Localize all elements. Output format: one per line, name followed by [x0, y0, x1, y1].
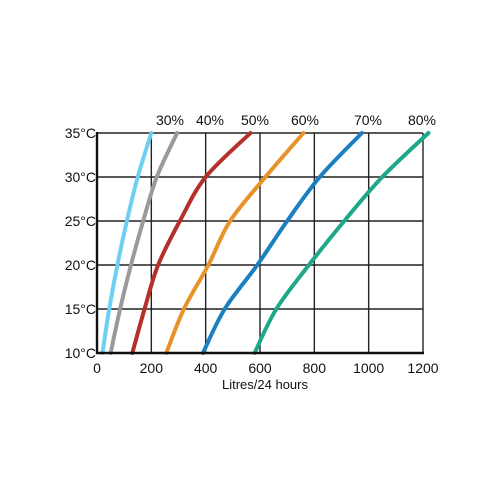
x-tick-label-2: 400 — [194, 360, 218, 376]
series-label-0: 30% — [156, 112, 184, 128]
grid — [96, 132, 424, 354]
series-line-0 — [100, 131, 154, 355]
series-label-3: 60% — [291, 112, 319, 128]
y-tick-labels: 10°C 15°C 20°C 25°C 30°C 35°C — [65, 125, 96, 361]
series-lines — [100, 131, 431, 355]
y-tick-label-3: 25°C — [65, 213, 96, 229]
y-tick-label-0: 10°C — [65, 345, 96, 361]
y-tick-label-2: 20°C — [65, 257, 96, 273]
x-tick-label-0: 0 — [93, 360, 101, 376]
y-tick-label-5: 35°C — [65, 125, 96, 141]
series-labels: 30% 40% 50% 60% 70% 80% — [156, 112, 436, 128]
series-line-1 — [108, 131, 180, 355]
x-tick-label-4: 800 — [303, 360, 327, 376]
series-line-4 — [200, 131, 364, 355]
y-tick-label-1: 15°C — [65, 301, 96, 317]
x-tick-label-6: 1200 — [407, 360, 438, 376]
x-tick-labels: 0 200 400 600 800 1000 1200 — [93, 360, 439, 376]
y-tick-label-4: 30°C — [65, 169, 96, 185]
x-tick-label-5: 1000 — [353, 360, 384, 376]
series-label-5: 80% — [408, 112, 436, 128]
series-line-2 — [130, 131, 253, 355]
plot-frame — [95, 132, 424, 355]
series-label-4: 70% — [354, 112, 382, 128]
series-label-2: 50% — [241, 112, 269, 128]
x-tick-label-3: 600 — [248, 360, 272, 376]
series-line-3 — [164, 131, 306, 355]
x-axis-label: Litres/24 hours — [222, 377, 308, 392]
series-line-5 — [252, 131, 431, 355]
series-label-1: 40% — [196, 112, 224, 128]
x-tick-label-1: 200 — [140, 360, 164, 376]
